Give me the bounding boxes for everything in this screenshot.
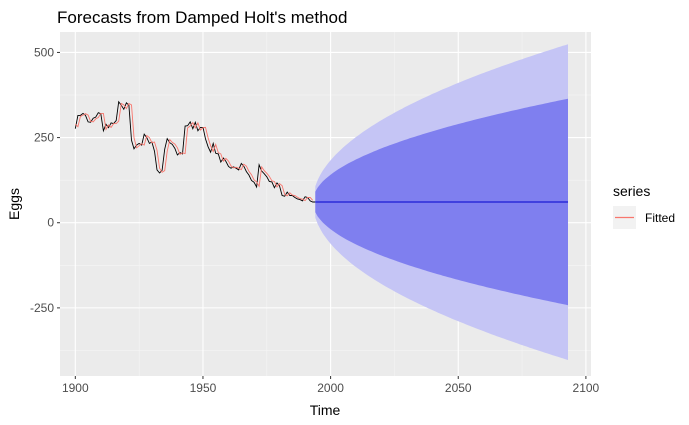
x-axis-title: Time — [310, 402, 341, 418]
x-tick-label: 1900 — [62, 381, 89, 395]
observed-series-line — [74, 100, 316, 203]
y-tick-label: 0 — [47, 216, 54, 230]
axis-ticks: 1900 1950 2000 2050 2100 500 250 0 -250 — [30, 45, 600, 395]
fitted-series-line — [74, 102, 314, 202]
series-lines — [74, 100, 569, 203]
x-tick-label: 2100 — [573, 381, 600, 395]
x-tick-label: 2050 — [445, 381, 472, 395]
y-tick-label: 500 — [34, 45, 54, 59]
y-tick-label: 250 — [34, 131, 54, 145]
legend-label-fitted: Fitted — [645, 211, 675, 225]
y-tick-label: -250 — [30, 301, 54, 315]
x-tick-label: 1950 — [190, 381, 217, 395]
legend-title: series — [613, 183, 650, 199]
y-axis-title: Eggs — [6, 188, 22, 220]
x-tick-label: 2000 — [317, 381, 344, 395]
legend: series Fitted — [613, 183, 675, 229]
chart-title: Forecasts from Damped Holt's method — [57, 8, 347, 27]
